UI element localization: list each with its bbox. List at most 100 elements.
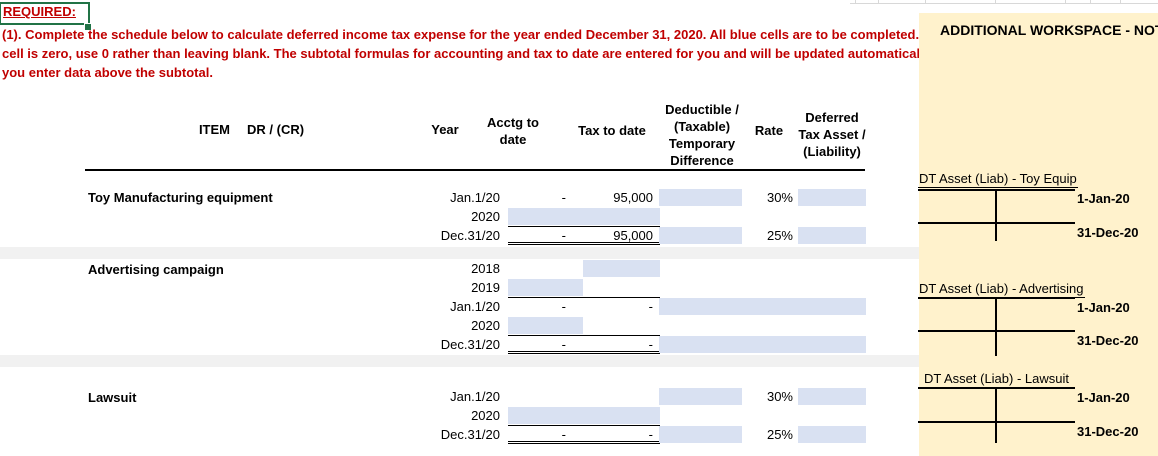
input-cell-temp-difference[interactable] [659,426,742,443]
tax-value: 95,000 [613,190,653,205]
header-deferred-tax-asset: Deferred Tax Asset / (Liability) [798,110,866,159]
gridline [1065,0,1066,3]
taccount-advertising-debit-opening-cell[interactable] [918,298,995,329]
table-row-lawsuit-dec31: Dec.31/20 - - 25% [0,425,920,444]
year-cell: Dec.31/20 [440,228,500,243]
gridline [925,0,926,3]
input-cell-acctg-tax[interactable] [508,208,660,225]
taccount-lawsuit-credit-closing-cell[interactable] [997,423,1074,443]
input-cell-tax[interactable] [583,260,660,277]
year-cell: 2018 [471,261,500,276]
input-cell-deferred-tax[interactable] [798,426,866,443]
input-cell-acctg[interactable] [508,317,583,334]
item-label-lawsuit: Lawsuit [88,390,137,405]
tax-subtotal: - [648,427,653,442]
taccount-toy-title: DT Asset (Liab) - Toy Equip [918,171,1078,188]
item-label-advertising: Advertising campaign [88,262,224,277]
header-item: ITEM [198,122,230,137]
taccount-advertising-midline [918,330,1075,332]
year-cell: 2019 [471,280,500,295]
table-row-adv-jan1: Jan.1/20 - - [0,297,920,316]
gridline [878,0,879,3]
acctg-subtotal: - [561,427,566,442]
header-underline [85,169,865,171]
workspace-title: ADDITIONAL WORKSPACE - NOT [940,22,1158,38]
header-acctg-to-date: Acctg to date [487,115,539,147]
taccount-lawsuit-closing-date: 31-Dec-20 [1077,424,1139,439]
taccount-advertising-topline [918,297,1075,299]
additional-workspace-panel [919,13,1158,456]
gridline [1090,0,1091,3]
taccount-toy-topline [918,189,1075,191]
taccount-toy-debit-opening-cell[interactable] [918,190,995,221]
table-row-lawsuit-jan1: Jan.1/20 30% [0,387,920,406]
selection-fill-handle[interactable] [84,23,92,31]
required-label: REQUIRED: [3,4,76,19]
taccount-lawsuit-divider [995,387,997,443]
tax-subtotal: - [648,337,653,352]
year-cell: 2020 [471,209,500,224]
taccount-toy-closing-date: 31-Dec-20 [1077,225,1139,240]
header-dr-cr: DR / (CR) [247,122,305,137]
subtotal-border [508,297,660,316]
table-row-toy-dec31: Dec.31/20 - 95,000 25% [0,226,920,245]
year-cell: Jan.1/20 [450,389,500,404]
input-cell-acctg-tax[interactable] [508,407,660,424]
taccount-toy-midline [918,222,1075,224]
acctg-subtotal: - [561,299,566,314]
taccount-advertising-debit-closing-cell[interactable] [918,332,995,354]
taccount-lawsuit-debit-closing-cell[interactable] [918,423,995,443]
input-cell-deferred-tax[interactable] [798,227,866,244]
acctg-value: - [561,190,566,205]
taccount-toy-divider [995,189,997,241]
taccount-toy-opening-date: 1-Jan-20 [1077,191,1130,206]
taccount-toy-credit-closing-cell[interactable] [997,224,1074,241]
table-row-adv-2020: 2020 [0,316,920,335]
subtotal-border [508,335,660,354]
year-cell: Dec.31/20 [440,427,500,442]
taccount-advertising-opening-date: 1-Jan-20 [1077,300,1130,315]
year-cell: Jan.1/20 [450,299,500,314]
taccount-advertising-closing-date: 31-Dec-20 [1077,333,1139,348]
rate-value: 30% [766,389,793,404]
header-tax-to-date: Tax to date [578,123,646,138]
input-cell-deferred-tax[interactable] [798,388,866,405]
year-cell: 2020 [471,318,500,333]
taccount-advertising-credit-opening-cell[interactable] [997,298,1074,329]
header-temporary-difference: Deductible / (Taxable) Temporary Differe… [665,102,739,168]
rate-value: 30% [766,190,793,205]
taccount-lawsuit-credit-opening-cell[interactable] [997,389,1074,420]
gridline [995,0,996,3]
year-cell: Jan.1/20 [450,190,500,205]
gridline [1120,0,1121,3]
input-cell-temp-difference[interactable] [659,388,742,405]
taccount-toy-debit-closing-cell[interactable] [918,224,995,241]
separator-band [0,247,920,259]
separator-band [0,355,920,367]
taccount-lawsuit-debit-opening-cell[interactable] [918,389,995,420]
tax-subtotal: - [648,299,653,314]
taccount-lawsuit-opening-date: 1-Jan-20 [1077,390,1130,405]
taccount-toy-credit-opening-cell[interactable] [997,190,1074,221]
gridline [850,3,1158,4]
taccount-advertising-credit-closing-cell[interactable] [997,332,1074,354]
input-cell-deferred-tax[interactable] [798,189,866,206]
table-row-adv-dec31: Dec.31/20 - - [0,335,920,354]
year-cell: 2020 [471,408,500,423]
tax-subtotal: 95,000 [613,228,653,243]
input-cell-temp-rate-dta[interactable] [659,298,866,315]
taccount-advertising-divider [995,297,997,356]
input-cell-temp-difference[interactable] [659,189,742,206]
instruction-line-3: you enter data above the subtotal. [2,65,213,80]
selected-cell-outline[interactable] [0,2,92,31]
acctg-subtotal: - [561,337,566,352]
rate-value: 25% [766,427,793,442]
input-cell-temp-rate-dta[interactable] [659,336,866,353]
acctg-subtotal: - [561,228,566,243]
item-label-toy-equipment: Toy Manufacturing equipment [88,190,273,205]
input-cell-acctg[interactable] [508,279,583,296]
table-row-adv-2018: 2018 [0,259,920,278]
input-cell-temp-difference[interactable] [659,227,742,244]
header-rate: Rate [754,123,784,138]
